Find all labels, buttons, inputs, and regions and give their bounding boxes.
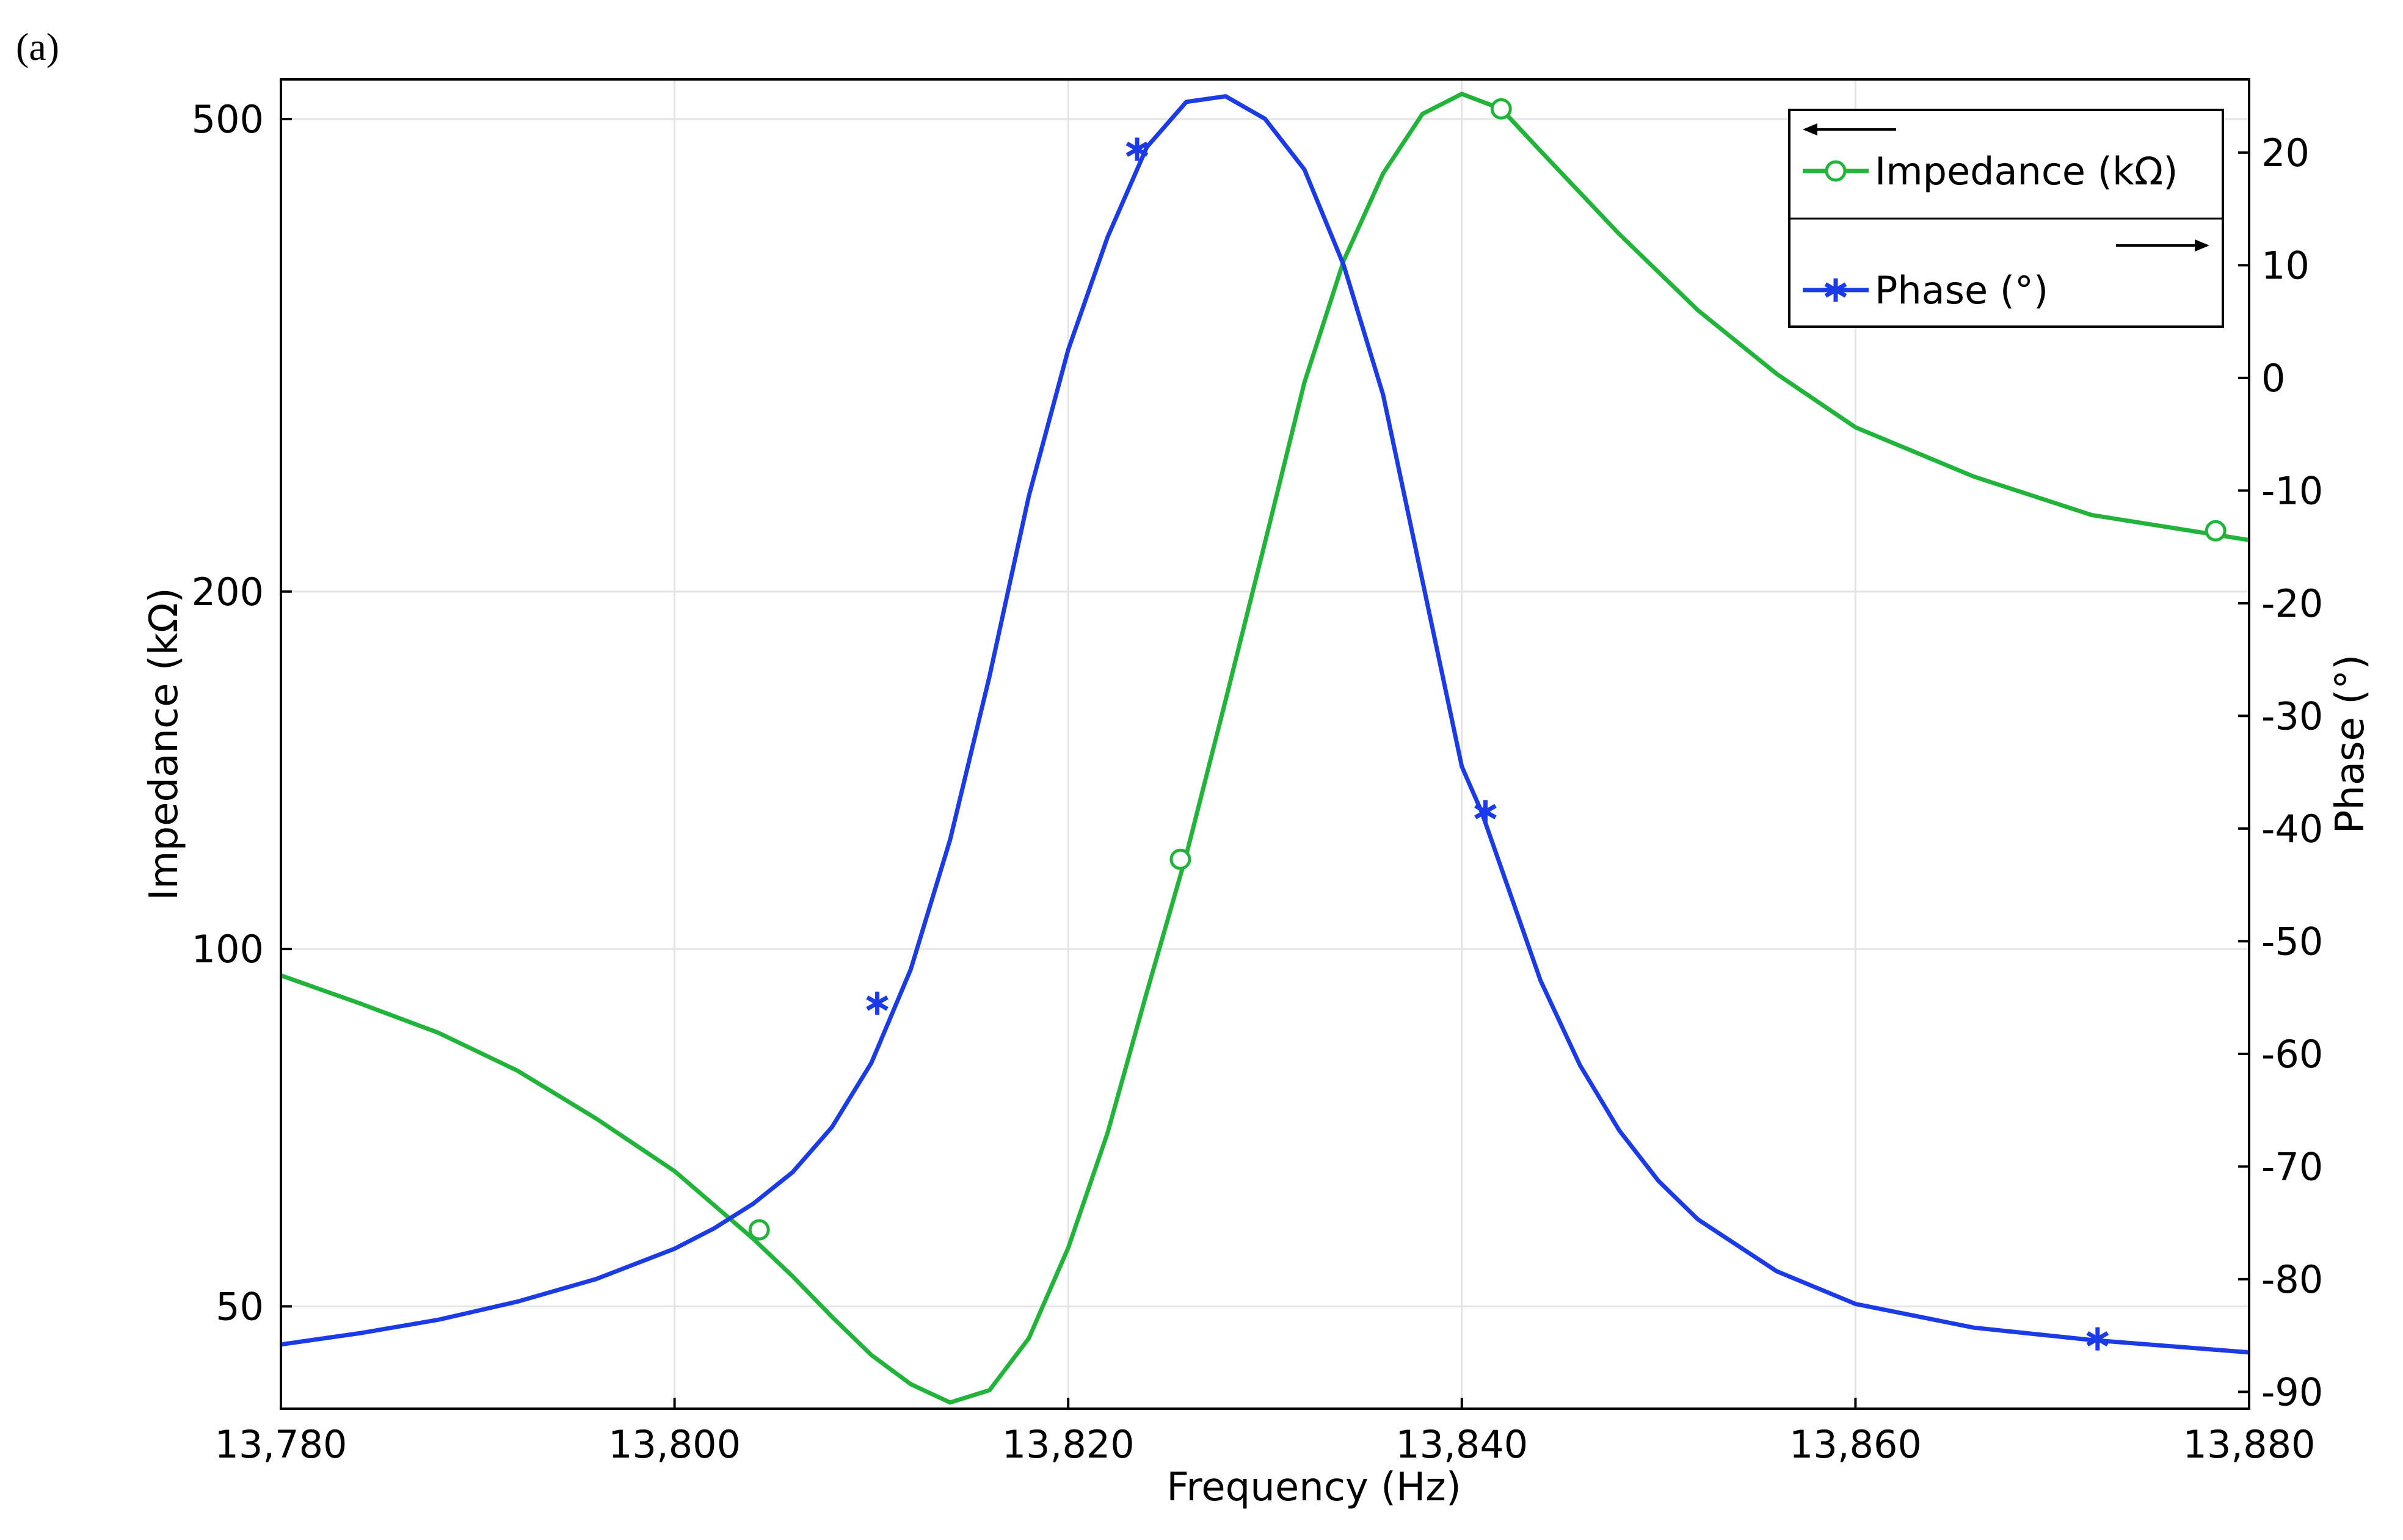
y-right-tick-label: -30	[2261, 694, 2323, 738]
impedance-line	[280, 92, 2250, 1405]
phase-marker	[866, 991, 889, 1015]
plot-frame	[280, 78, 2250, 1410]
x-tick-label: 13,880	[2183, 1422, 2316, 1467]
y-right-tick-label: -10	[2261, 468, 2323, 513]
x-tick-label: 13,780	[215, 1422, 347, 1467]
legend-impedance-label: Impedance (kΩ)	[1875, 149, 2178, 194]
x-tick-label: 13,840	[1395, 1422, 1528, 1467]
y-left-tick-label: 100	[192, 927, 264, 972]
impedance-marker	[748, 1219, 770, 1241]
legend-phase-marker	[1824, 278, 1847, 302]
y-right-tick-label: -20	[2261, 581, 2323, 626]
phase-marker	[1474, 800, 1497, 824]
y-right-tick-label: -90	[2261, 1370, 2323, 1414]
y-right-tick-label: -40	[2261, 807, 2323, 851]
phase-marker	[1125, 137, 1149, 161]
y-right-tick-label: 0	[2261, 356, 2285, 401]
y-left-tick-label: 200	[192, 570, 264, 614]
impedance-marker	[1169, 848, 1191, 870]
x-tick-label: 13,820	[1002, 1422, 1135, 1467]
legend-phase-label: Phase (°)	[1875, 268, 2048, 313]
impedance-marker	[2205, 520, 2227, 542]
x-tick-label: 13,860	[1789, 1422, 1922, 1467]
y-left-tick-label: 500	[192, 97, 264, 142]
x-axis-label: Frequency (Hz)	[1166, 1465, 1461, 1510]
y-right-tick-label: -80	[2261, 1257, 2323, 1302]
legend-right-arrowhead	[2195, 239, 2209, 252]
legend-left-arrowhead	[1803, 123, 1817, 136]
y-right-tick-label: -70	[2261, 1144, 2323, 1189]
y-right-axis-label: Phase (°)	[2328, 655, 2373, 834]
legend-impedance-marker	[1825, 160, 1847, 182]
y-left-tick-label: 50	[216, 1284, 264, 1329]
panel-label: (a)	[16, 25, 60, 68]
y-right-tick-label: -50	[2261, 919, 2323, 964]
impedance-marker	[1490, 98, 1512, 120]
y-right-tick-label: 20	[2261, 131, 2310, 175]
x-tick-label: 13,800	[608, 1422, 741, 1467]
phase-line	[280, 94, 2250, 1355]
y-right-tick-label: -60	[2261, 1032, 2323, 1077]
y-left-axis-label: Impedance (kΩ)	[142, 587, 187, 900]
phase-marker	[2086, 1327, 2109, 1351]
y-right-tick-label: 10	[2261, 243, 2310, 288]
